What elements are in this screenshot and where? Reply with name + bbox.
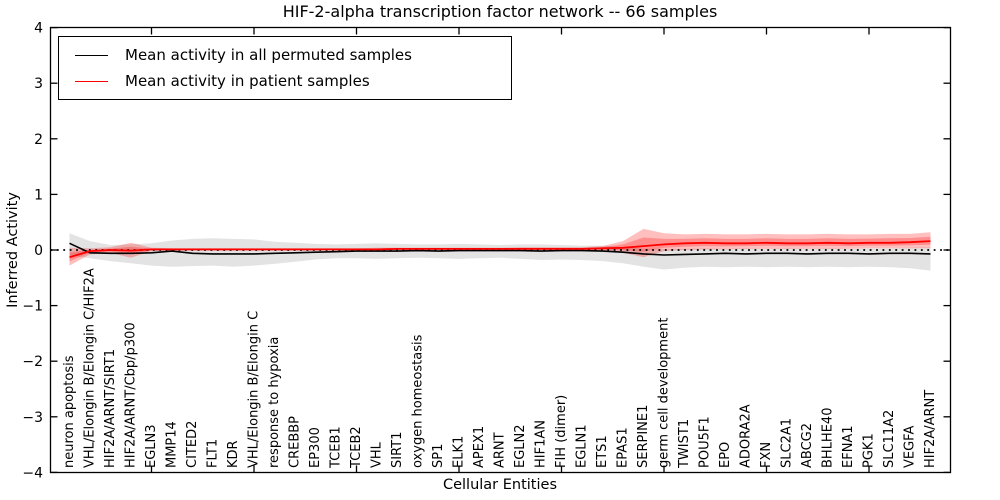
- x-tick-label: HIF2A/ARNT/Cbp/p300: [124, 322, 139, 468]
- x-tick-label: POU5F1: [698, 416, 713, 468]
- red-line-swatch: [75, 80, 108, 82]
- y-tick-label: 3: [34, 76, 43, 92]
- y-tick-label: 1: [34, 187, 43, 203]
- x-tick-label: VEGFA: [903, 426, 918, 468]
- x-tick-label: EGLN1: [575, 424, 590, 468]
- x-tick-label: neuron apoptosis: [62, 355, 77, 468]
- x-tick-label: HIF2A/ARNT/SIRT1: [103, 349, 118, 468]
- y-axis-title: Inferred Activity: [5, 192, 21, 308]
- x-tick-label: SERPINE1: [636, 405, 651, 468]
- x-tick-label: TCEB1: [329, 426, 344, 469]
- x-tick-label: SLC2A1: [780, 418, 795, 468]
- x-tick-label: FLT1: [206, 439, 221, 468]
- x-tick-label: SP1: [431, 444, 446, 468]
- y-tick-label: −4: [22, 465, 43, 481]
- x-tick-label: response to hypoxia: [267, 337, 282, 468]
- x-tick-label: EPO: [718, 442, 733, 468]
- x-tick-label: FXN: [759, 442, 774, 468]
- confidence-band-patient-outer: [69, 228, 931, 266]
- legend-item-patient: Mean activity in patient samples: [59, 68, 511, 94]
- y-tick-label: 0: [34, 243, 43, 259]
- x-tick-label: ADORA2A: [739, 404, 754, 468]
- x-tick-label: SIRT1: [390, 432, 405, 468]
- x-axis-title: Cellular Entities: [442, 477, 558, 493]
- x-tick-label: EP300: [308, 427, 323, 468]
- x-tick-label: CITED2: [185, 421, 200, 468]
- x-tick-label: HIF1AN: [534, 420, 549, 468]
- x-tick-label: MMP14: [165, 421, 180, 468]
- x-tick-label: TWIST1: [677, 419, 692, 469]
- chart-title: HIF-2-alpha transcription factor network…: [282, 2, 718, 21]
- x-tick-label: oxygen homeostasis: [411, 334, 426, 468]
- confidence-band-permuted: [69, 233, 931, 271]
- x-tick-label: EGLN2: [513, 424, 528, 468]
- mean-line-permuted: [69, 242, 931, 256]
- black-line-swatch: [75, 54, 108, 56]
- x-tick-label: ETS1: [595, 435, 610, 468]
- x-tick-label: TCEB2: [349, 426, 364, 469]
- x-tick-label: CREBBP: [288, 416, 303, 468]
- x-tick-label: KDR: [226, 440, 241, 468]
- y-tick-label: −3: [22, 410, 43, 426]
- y-tick-label: 2: [34, 132, 43, 148]
- x-tick-label: EFNA1: [841, 425, 856, 468]
- x-tick-label: VHL: [370, 441, 385, 468]
- x-tick-label: EGLN3: [144, 424, 159, 468]
- y-tick-label: −2: [22, 354, 43, 370]
- x-tick-label: ABCG2: [800, 423, 815, 468]
- x-tick-label: HIF2A/ARNT: [923, 390, 938, 468]
- y-tick-label: −1: [22, 299, 43, 315]
- x-tick-label: FIH (dimer): [554, 395, 569, 468]
- legend-label-permuted: Mean activity in all permuted samples: [125, 46, 412, 64]
- legend-item-permuted: Mean activity in all permuted samples: [59, 42, 511, 68]
- x-tick-label: VHL/Elongin B/Elongin C: [247, 311, 262, 468]
- x-tick-label: EPAS1: [616, 427, 631, 468]
- x-tick-label: ARNT: [493, 432, 508, 468]
- legend-label-patient: Mean activity in patient samples: [125, 72, 370, 90]
- x-tick-label: PGK1: [862, 433, 877, 468]
- x-tick-label: ELK1: [452, 436, 467, 468]
- y-tick-label: 4: [34, 21, 43, 37]
- mean-line-patient: [69, 240, 931, 259]
- x-tick-label: APEX1: [472, 426, 487, 468]
- x-tick-label: SLC11A2: [882, 410, 897, 468]
- x-tick-label: germ cell development: [657, 318, 672, 468]
- x-tick-label: VHL/Elongin B/Elongin C/HIF2A: [83, 268, 98, 468]
- x-tick-label: BHLHE40: [821, 408, 836, 468]
- legend: Mean activity in all permuted samples Me…: [58, 36, 512, 100]
